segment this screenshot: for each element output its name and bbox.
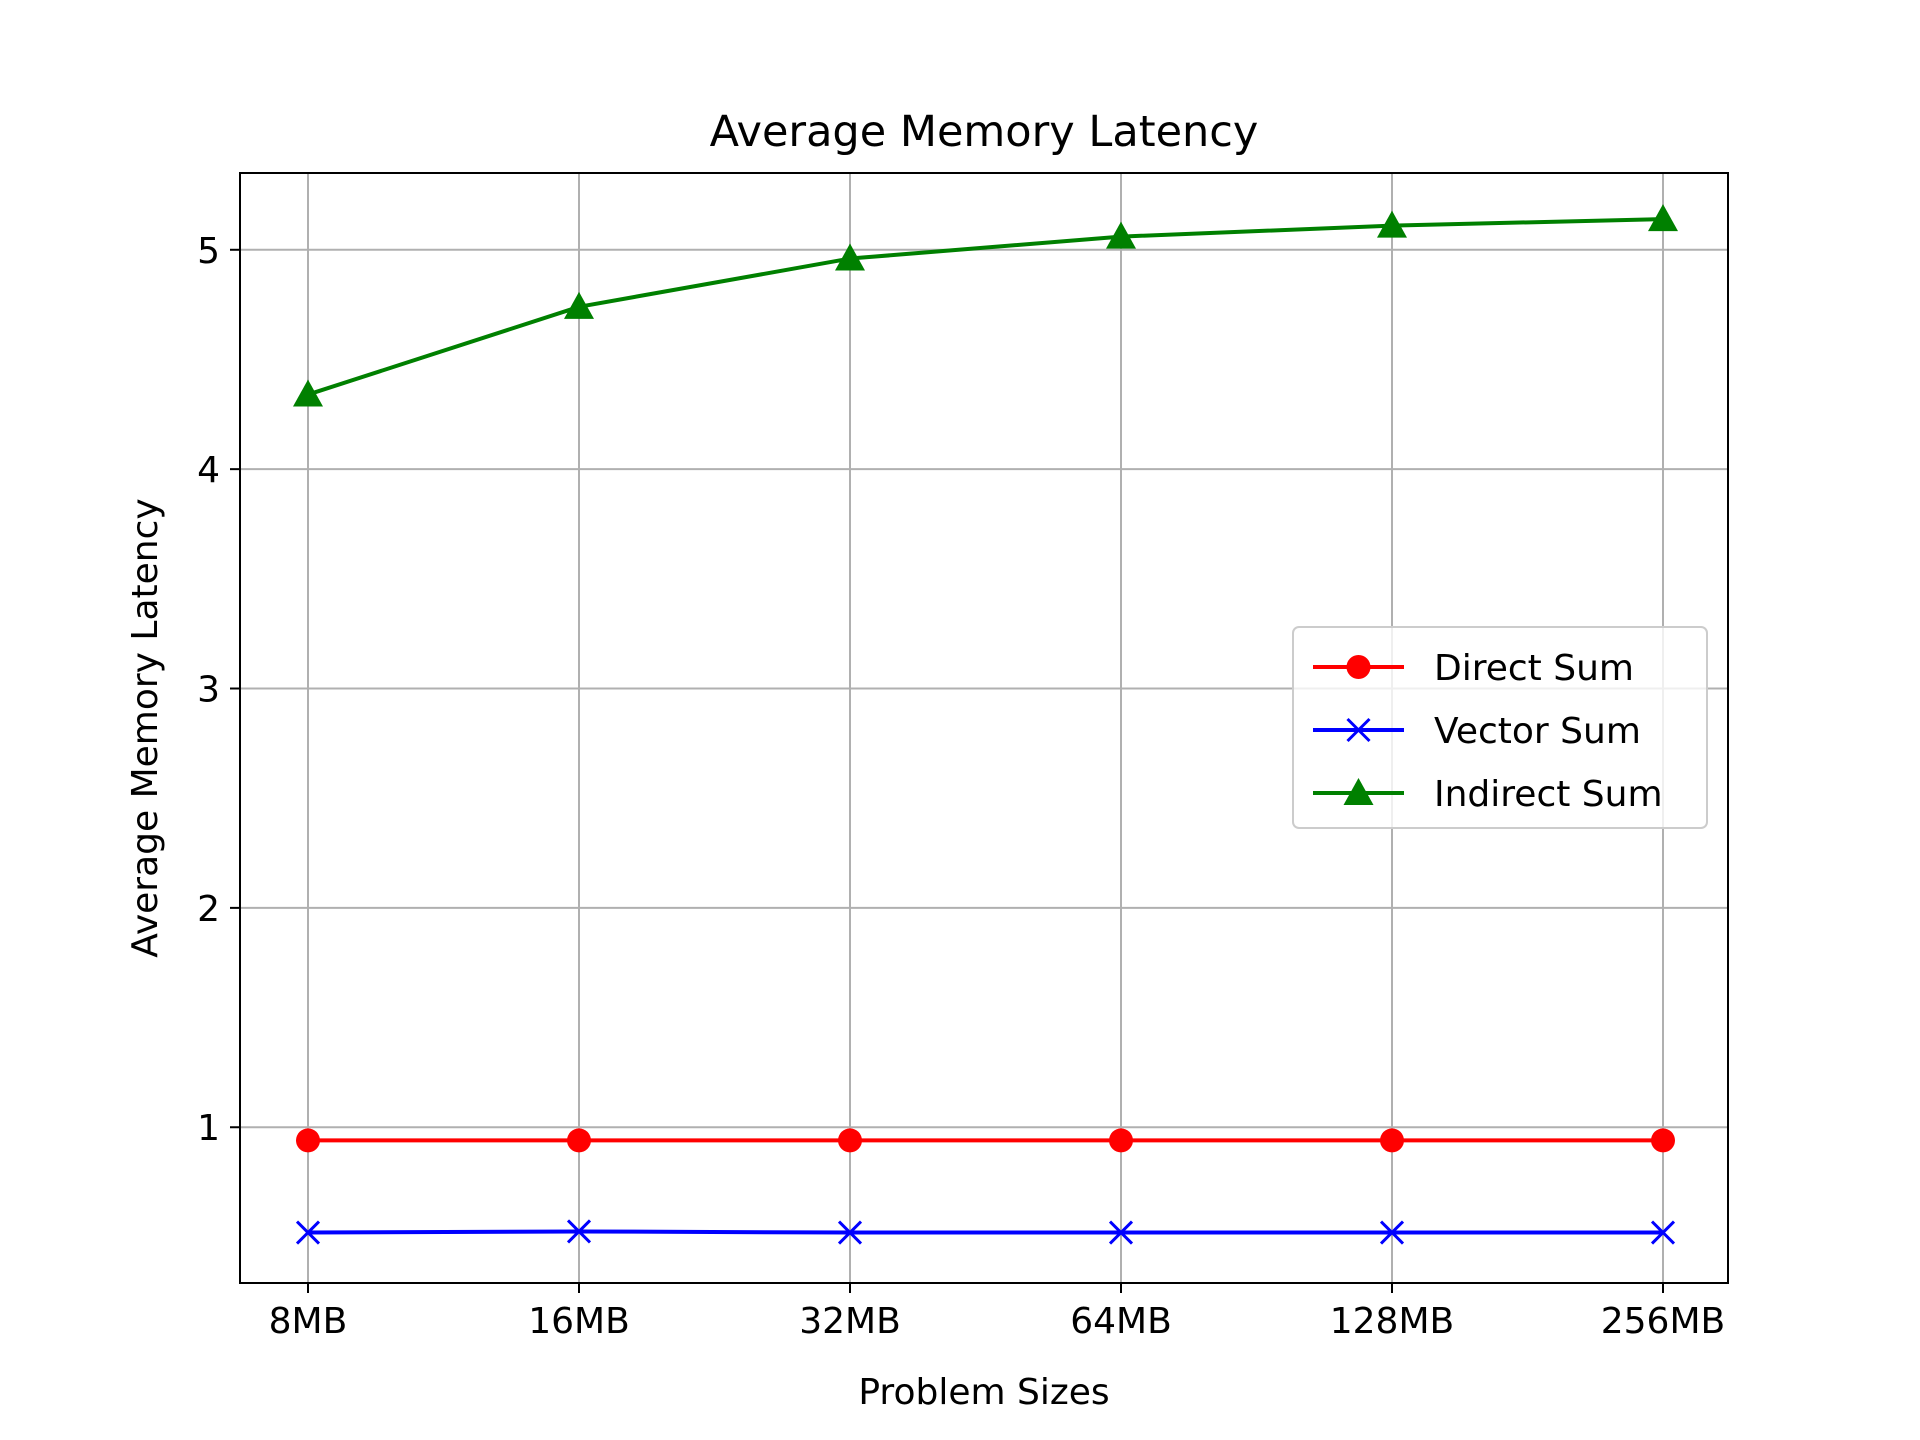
data-point-direct-sum-32mb [838,1128,862,1153]
x-tick-label-16mb: 16MB [528,1301,630,1342]
data-point-direct-sum-256mb [1651,1128,1675,1153]
legend-marker-indirect-sum [1343,778,1374,805]
data-point-direct-sum-8mb [296,1128,320,1153]
legend: Direct Sum Vector Sum Indirect Sum [1292,626,1708,829]
y-tick-label-4: 4 [197,450,220,491]
data-point-indirect-sum-64mb [1106,221,1136,249]
data-point-direct-sum-16mb [567,1128,591,1153]
legend-label-indirect-sum: Indirect Sum [1434,774,1663,815]
legend-label-vector-sum: Vector Sum [1434,711,1641,752]
data-point-vector-sum-128mb [1379,1220,1405,1245]
data-point-direct-sum-64mb [1109,1128,1133,1153]
grid-layer [240,173,1728,1283]
data-point-vector-sum-8mb [295,1220,321,1245]
x-tick-label-128mb: 128MB [1330,1301,1454,1342]
data-point-vector-sum-64mb [1108,1220,1134,1245]
series-line-vector-sum [307,1229,1663,1235]
legend-item-direct-sum: Direct Sum [1313,648,1634,689]
data-point-vector-sum-16mb [566,1219,592,1244]
data-point-vector-sum-32mb [837,1220,863,1245]
data-point-direct-sum-128mb [1380,1128,1404,1153]
data-point-vector-sum-256mb [1650,1220,1676,1245]
series-line-indirect-sum [307,217,1664,397]
x-tick-label-64mb: 64MB [1070,1301,1172,1342]
legend-items: Direct Sum Vector Sum Indirect Sum [1313,648,1663,815]
y-axis-label: Average Memory Latency [125,498,166,957]
data-point-indirect-sum-8mb [293,379,323,407]
data-point-indirect-sum-128mb [1377,210,1407,238]
legend-marker-direct-sum [1346,655,1371,679]
series-direct-sum [296,1128,1675,1153]
y-tick-label-1: 1 [197,1108,220,1149]
plot-area-frame [239,172,1729,1284]
data-point-indirect-sum-16mb [564,291,594,319]
y-tick-label-5: 5 [197,231,220,272]
x-tick-label-32mb: 32MB [799,1301,901,1342]
data-point-indirect-sum-256mb [1648,204,1678,232]
legend-item-vector-sum: Vector Sum [1313,711,1641,752]
tick-layer: 8MB 16MB 32MB 64MB 128MB 256MB 1 2 3 4 5 [197,231,1725,1342]
legend-box [1292,626,1708,829]
x-tick-label-256mb: 256MB [1601,1301,1725,1342]
series-layer [293,204,1678,1245]
legend-label-direct-sum: Direct Sum [1434,648,1634,689]
y-tick-label-3: 3 [197,670,220,711]
legend-marker-vector-sum [1346,717,1371,743]
y-tick-label-2: 2 [197,889,220,930]
series-vector-sum [295,1219,1676,1245]
legend-item-indirect-sum: Indirect Sum [1313,774,1663,815]
x-tick-label-8mb: 8MB [269,1301,348,1342]
data-point-indirect-sum-32mb [835,243,865,271]
series-indirect-sum [293,204,1678,407]
chart-title: Average Memory Latency [710,107,1259,157]
x-axis-label: Problem Sizes [858,1372,1109,1413]
